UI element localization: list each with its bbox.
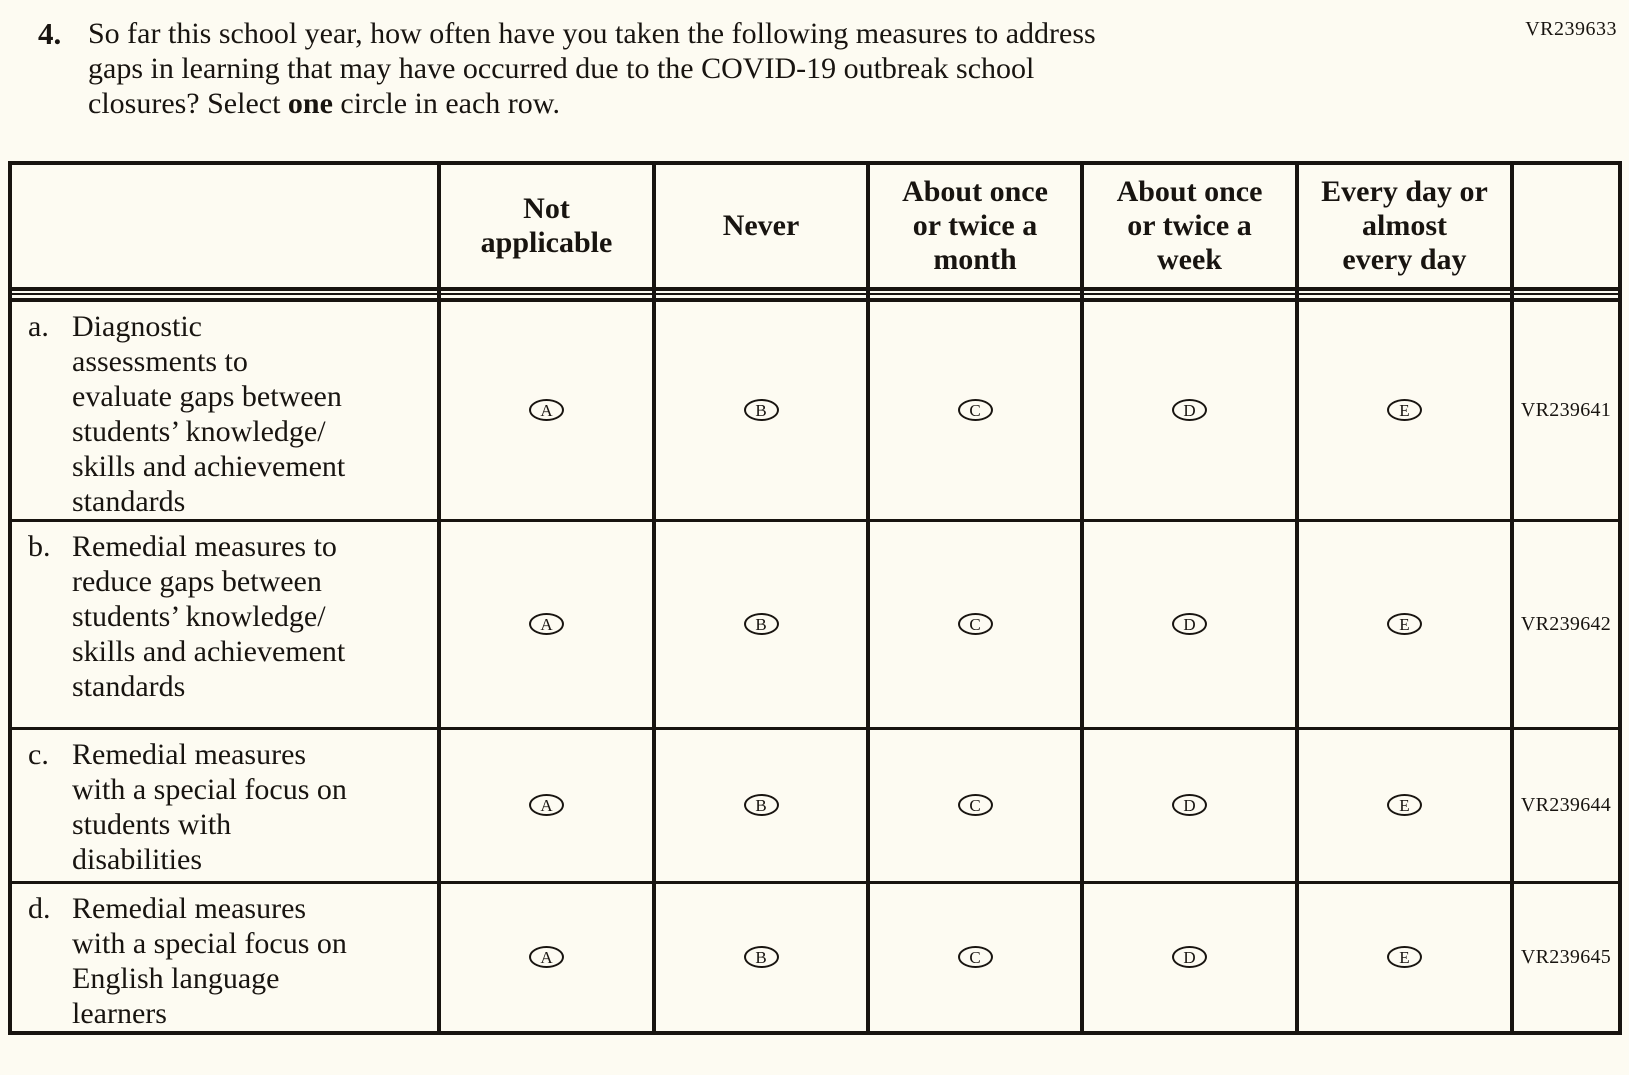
row-c-cell-month: C [866,726,1084,884]
header-item-column [8,163,441,291]
row-a-letter: a. [28,309,49,343]
question-text: So far this school year, how often have … [88,16,1096,121]
question-block: 4. So far this school year, how often ha… [38,16,1398,121]
header-every-day: Every day or almost every day [1295,163,1514,291]
answer-bubble-b-c[interactable]: C [957,613,993,635]
row-c-label: Remedial measures with a special focus o… [72,737,347,876]
row-a-label: Diagnostic assessments to evaluate gaps … [72,309,346,518]
answer-bubble-d-e[interactable]: E [1387,946,1422,968]
row-d-cell-month: C [866,880,1084,1034]
question-number: 4. [38,16,62,51]
table-row-b: b. Remedial measures to reduce gaps betw… [8,518,1622,730]
row-b-cell-month: C [866,518,1084,730]
row-b-label-cell: b. Remedial measures to reduce gaps betw… [8,518,441,730]
answer-bubble-a-b[interactable]: B [743,399,779,421]
header-code-column [1510,163,1622,291]
answer-bubble-c-b[interactable]: B [743,794,779,816]
row-a-code: VR239641 [1510,298,1622,522]
row-c-cell-every-day: E [1295,726,1514,884]
header-once-twice-month: About once or twice a month [866,163,1084,291]
row-d-cell-every-day: E [1295,880,1514,1034]
row-b-code: VR239642 [1510,518,1622,730]
table-row-d: d. Remedial measures with a special focu… [8,880,1622,1034]
answer-bubble-b-a[interactable]: A [529,613,564,635]
answer-bubble-c-a[interactable]: A [529,794,564,816]
answer-bubble-b-d[interactable]: D [1172,613,1207,635]
row-a-label-cell: a. Diagnostic assessments to evaluate ga… [8,298,441,522]
answer-bubble-d-d[interactable]: D [1172,946,1207,968]
header-once-twice-week: About once or twice a week [1080,163,1299,291]
answer-bubble-d-c[interactable]: C [957,946,993,968]
row-a-cell-not-applicable: A [437,298,656,522]
header-never: Never [652,163,870,291]
answer-bubble-a-e[interactable]: E [1387,399,1422,421]
question-text-start: So far this school year, how often have … [88,17,1096,120]
table-row-c: c. Remedial measures with a special focu… [8,726,1622,884]
answer-bubble-c-d[interactable]: D [1172,794,1207,816]
answer-bubble-d-a[interactable]: A [529,946,564,968]
answer-bubble-c-c[interactable]: C [957,794,993,816]
answer-bubble-b-b[interactable]: B [743,613,779,635]
answer-bubble-a-d[interactable]: D [1172,399,1207,421]
row-a-cell-month: C [866,298,1084,522]
row-c-cell-not-applicable: A [437,726,656,884]
form-code-top-right: VR239633 [1525,18,1617,40]
row-b-cell-week: D [1080,518,1299,730]
row-d-label: Remedial measures with a special focus o… [72,891,347,1030]
row-c-label-cell: c. Remedial measures with a special focu… [8,726,441,884]
answer-bubble-a-a[interactable]: A [529,399,564,421]
table-row-a: a. Diagnostic assessments to evaluate ga… [8,298,1622,522]
answer-bubble-c-e[interactable]: E [1387,794,1422,816]
answer-bubble-d-b[interactable]: B [743,946,779,968]
question-bold-word: one [287,87,333,120]
table-header-row: Not applicable Never About once or twice… [8,163,1622,291]
row-d-code: VR239645 [1510,880,1622,1034]
header-not-applicable: Not applicable [437,163,656,291]
row-d-letter: d. [28,891,51,925]
question-response-table: Not applicable Never About once or twice… [8,161,1622,1035]
row-c-cell-week: D [1080,726,1299,884]
row-c-code: VR239644 [1510,726,1622,884]
answer-bubble-b-e[interactable]: E [1387,613,1422,635]
row-a-cell-never: B [652,298,870,522]
answer-bubble-a-c[interactable]: C [957,399,993,421]
row-b-cell-not-applicable: A [437,518,656,730]
row-c-letter: c. [28,737,49,771]
row-d-cell-never: B [652,880,870,1034]
double-rule-separator [8,289,1622,300]
question-text-end: circle in each row. [332,87,561,120]
row-c-cell-never: B [652,726,870,884]
row-b-letter: b. [28,529,51,563]
row-a-cell-every-day: E [1295,298,1514,522]
row-b-cell-every-day: E [1295,518,1514,730]
row-d-cell-week: D [1080,880,1299,1034]
row-b-label: Remedial measures to reduce gaps between… [72,529,346,703]
row-d-cell-not-applicable: A [437,880,656,1034]
row-a-cell-week: D [1080,298,1299,522]
row-b-cell-never: B [652,518,870,730]
row-d-label-cell: d. Remedial measures with a special focu… [8,880,441,1034]
